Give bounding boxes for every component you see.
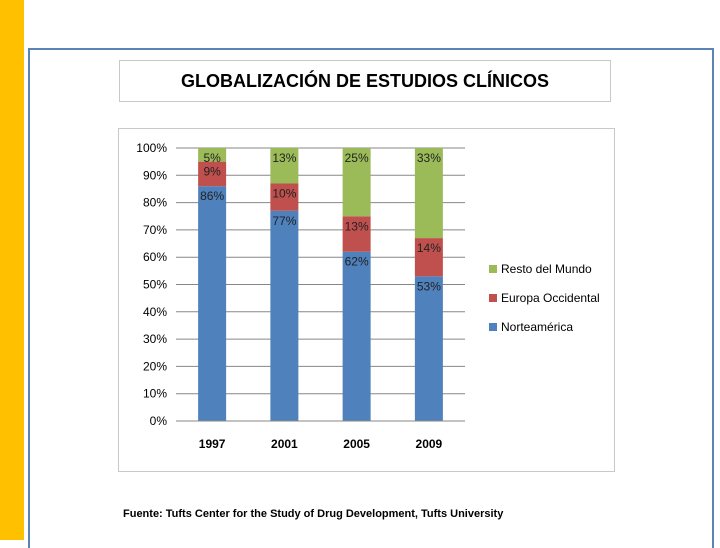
bar-segment: [198, 161, 227, 187]
bar-segment: [414, 238, 443, 277]
y-tick-label: 40%: [143, 305, 167, 319]
bar-segment: [342, 216, 371, 252]
data-label: 13%: [345, 219, 369, 233]
bar-segment: [414, 148, 443, 239]
legend-swatch: [489, 265, 497, 273]
y-tick-label: 80%: [143, 196, 167, 210]
y-tick-label: 0%: [150, 414, 168, 428]
chart-container: 0% 10% 20% 30% 40% 50% 60% 70% 80% 90% 100% 86% 9% 5%…: [118, 128, 615, 472]
bar-segment: [198, 186, 227, 421]
source-note: Fuente: Tufts Center for the Study of Dr…: [123, 508, 504, 520]
bar-segment: [342, 251, 371, 421]
x-tick-label: 2009: [416, 437, 443, 451]
bar-segment: [270, 210, 299, 421]
y-tick-label: 70%: [143, 223, 167, 237]
bar-segment: [270, 148, 299, 184]
slide-frame: [28, 48, 714, 548]
bar-segment: [414, 276, 443, 421]
data-label: 77%: [272, 214, 296, 228]
slide-title-text: GLOBALIZACIÓN DE ESTUDIOS CLÍNICOS: [180, 70, 549, 91]
data-label: 14%: [417, 241, 441, 255]
slide-title: GLOBALIZACIÓN DE ESTUDIOS CLÍNICOS: [119, 60, 611, 102]
bar-segment: [342, 148, 371, 217]
y-tick-label: 60%: [143, 250, 167, 264]
legend-swatch: [489, 294, 497, 302]
y-tick-label: 50%: [143, 278, 167, 292]
y-tick-label: 20%: [143, 359, 167, 373]
data-label: 86%: [200, 189, 224, 203]
legend-swatch: [489, 323, 497, 331]
bar-segment: [198, 148, 227, 162]
y-tick-label: 90%: [143, 168, 167, 182]
y-tick-label: 100%: [136, 141, 167, 155]
data-label: 33%: [417, 151, 441, 165]
left-accent-bar: [0, 0, 24, 540]
data-label: 5%: [203, 151, 221, 165]
data-label: 62%: [345, 255, 369, 269]
legend-label: Norteamérica: [501, 320, 573, 334]
x-tick-label: 2005: [343, 437, 370, 451]
data-label: 9%: [203, 165, 221, 179]
y-tick-label: 10%: [143, 387, 167, 401]
stacked-bar-chart: 0% 10% 20% 30% 40% 50% 60% 70% 80% 90% 100% 86% 9%5%…: [136, 141, 600, 451]
legend-label: Resto del Mundo: [501, 262, 592, 276]
x-tick-label: 2001: [271, 437, 298, 451]
data-label: 10%: [272, 186, 296, 200]
x-tick-label: 1997: [199, 437, 226, 451]
bar-segment: [270, 183, 299, 211]
data-label: 13%: [272, 151, 296, 165]
data-label: 53%: [417, 279, 441, 293]
y-tick-label: 30%: [143, 332, 167, 346]
legend-label: Europa Occidental: [501, 291, 600, 305]
data-label: 25%: [345, 151, 369, 165]
